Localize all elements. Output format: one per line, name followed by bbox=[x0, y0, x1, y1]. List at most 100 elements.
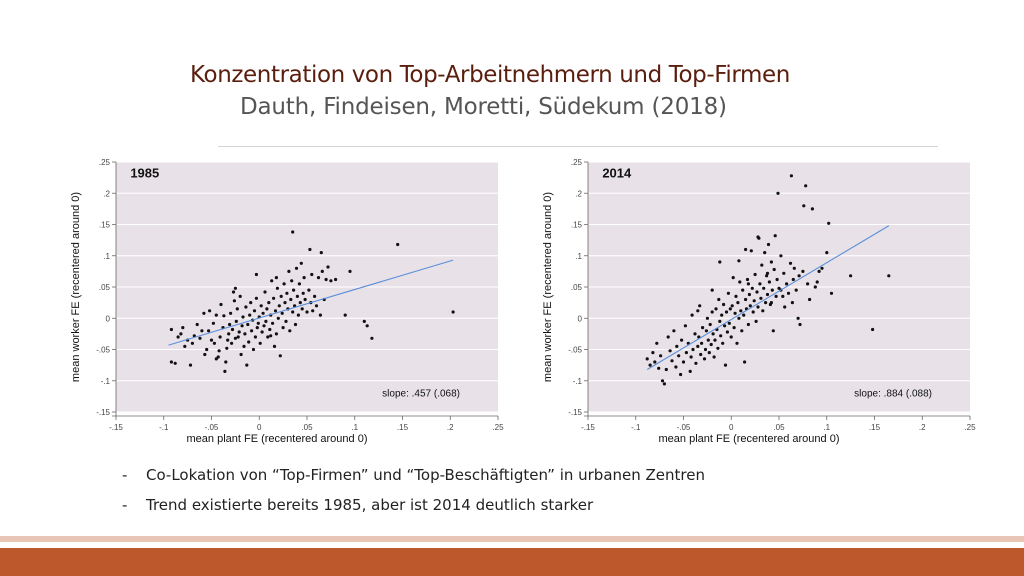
slide-subtitle: Dauth, Findeisen, Moretti, Südekum (2018… bbox=[240, 94, 727, 120]
scatter-point bbox=[261, 311, 265, 315]
scatter-point bbox=[230, 341, 234, 345]
scatter-point bbox=[801, 269, 805, 273]
scatter-point bbox=[746, 282, 750, 286]
scatter-point bbox=[797, 274, 801, 278]
scatter-point bbox=[254, 296, 258, 300]
scatter-point bbox=[791, 277, 795, 282]
scatter-point bbox=[203, 352, 207, 357]
scatter-point bbox=[722, 302, 726, 307]
scatter-point bbox=[820, 266, 824, 270]
scatter-point bbox=[711, 332, 715, 336]
fit-line bbox=[168, 259, 454, 346]
scatter-point bbox=[752, 299, 756, 303]
scatter-point bbox=[225, 346, 229, 350]
y-tick-label: .1 bbox=[575, 252, 582, 261]
scatter-point bbox=[747, 292, 751, 297]
scatter-point bbox=[283, 301, 287, 305]
scatter-point bbox=[813, 285, 817, 289]
x-tick-label: -.05 bbox=[205, 423, 219, 432]
y-tick-label: .05 bbox=[571, 283, 583, 292]
scatter-point bbox=[311, 309, 315, 313]
y-tick-label: -.15 bbox=[96, 408, 110, 417]
x-tick-label: .25 bbox=[964, 423, 976, 432]
scatter-point bbox=[396, 242, 400, 247]
scatter-point bbox=[746, 322, 750, 327]
scatter-point bbox=[224, 360, 228, 364]
y-tick-label: .25 bbox=[571, 158, 583, 167]
scatter-point bbox=[232, 299, 236, 303]
scatter-point bbox=[291, 230, 295, 234]
scatter-point bbox=[255, 326, 259, 330]
x-tick-label: -.05 bbox=[677, 423, 691, 432]
scatter-point bbox=[264, 319, 268, 323]
scatter-point bbox=[280, 311, 284, 315]
y-tick-label: .05 bbox=[99, 283, 111, 292]
scatter-point bbox=[181, 326, 185, 330]
scatter-point bbox=[289, 297, 293, 302]
scatter-point bbox=[276, 316, 280, 320]
scatter-point bbox=[655, 341, 659, 345]
scatter-point bbox=[764, 301, 768, 305]
scatter-point bbox=[227, 332, 231, 336]
scatter-point bbox=[672, 329, 676, 333]
scatter-point bbox=[708, 322, 712, 327]
scatter-point bbox=[732, 326, 736, 330]
y-tick-label: 0 bbox=[106, 314, 111, 323]
scatter-point bbox=[769, 260, 773, 264]
scatter-point bbox=[293, 304, 297, 308]
scatter-point bbox=[295, 294, 299, 298]
y-tick-label: .15 bbox=[99, 221, 111, 230]
y-tick-label: .1 bbox=[103, 252, 110, 261]
scatter-point bbox=[684, 351, 688, 355]
scatter-point bbox=[263, 290, 267, 294]
x-tick-label: .2 bbox=[919, 423, 926, 432]
scatter-point bbox=[274, 276, 278, 280]
scatter-point bbox=[734, 294, 738, 298]
panel-year-label: 2014 bbox=[602, 166, 632, 181]
scatter-point bbox=[228, 322, 232, 327]
scatter-point bbox=[269, 334, 273, 338]
scatter-point bbox=[305, 310, 309, 314]
scatter-point bbox=[277, 304, 281, 308]
scatter-point bbox=[817, 269, 821, 273]
scatter-point bbox=[258, 341, 262, 345]
scatter-point bbox=[259, 304, 263, 308]
scatter-point bbox=[262, 324, 266, 328]
x-tick-label: 0 bbox=[729, 423, 734, 432]
scatter-point bbox=[319, 251, 323, 255]
scatter-point bbox=[292, 288, 296, 292]
scatter-point bbox=[217, 349, 221, 353]
x-tick-label: 0 bbox=[257, 423, 262, 432]
scatter-point bbox=[288, 329, 292, 333]
scatter-point bbox=[291, 310, 295, 314]
scatter-point bbox=[825, 251, 829, 255]
scatter-point bbox=[645, 357, 649, 361]
scatter-point bbox=[214, 357, 218, 361]
x-tick-label: .25 bbox=[492, 423, 504, 432]
scatter-point bbox=[179, 332, 183, 336]
scatter-point bbox=[756, 235, 760, 239]
scatter-point bbox=[324, 277, 328, 282]
scatter-point bbox=[267, 301, 271, 305]
scatter-point bbox=[365, 324, 369, 328]
scatter-point bbox=[212, 341, 216, 345]
scatter-point bbox=[729, 335, 733, 339]
x-tick-label: -.15 bbox=[109, 423, 123, 432]
y-tick-label: 0 bbox=[578, 314, 583, 323]
scatter-point bbox=[207, 329, 211, 333]
scatter-point bbox=[810, 207, 814, 211]
scatter-point bbox=[659, 354, 663, 358]
x-tick-label: .1 bbox=[823, 423, 830, 432]
scatter-point bbox=[316, 276, 321, 280]
scatter-point bbox=[748, 304, 752, 308]
scatter-point bbox=[798, 322, 802, 327]
x-axis-title: mean plant FE (recentered around 0) bbox=[187, 433, 368, 445]
scatter-point bbox=[664, 367, 668, 372]
scatter-point bbox=[783, 305, 787, 309]
scatter-point bbox=[287, 269, 291, 273]
scatter-point bbox=[694, 361, 698, 365]
scatter-point bbox=[677, 354, 681, 358]
scatter-point bbox=[275, 286, 279, 290]
scatter-point bbox=[229, 311, 233, 315]
scatter-point bbox=[693, 332, 697, 336]
